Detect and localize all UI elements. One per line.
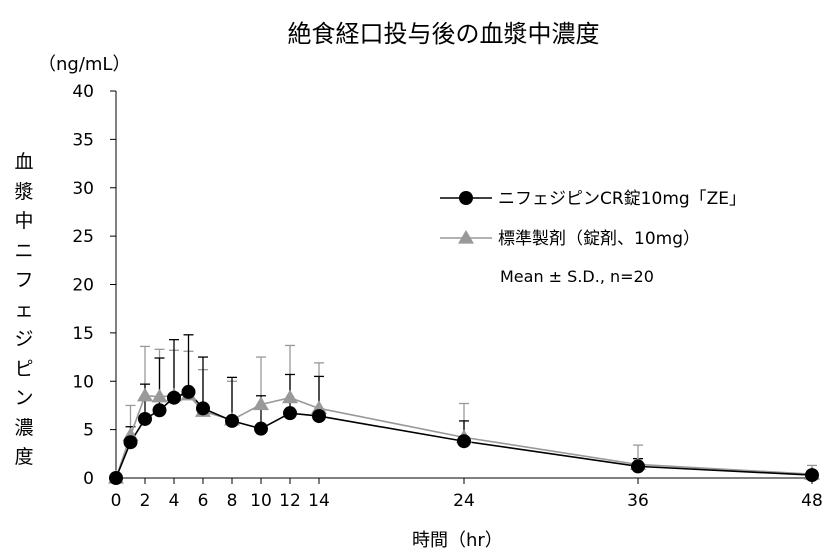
data-point xyxy=(181,384,196,399)
data-point xyxy=(312,409,326,424)
x-tick-label: 2 xyxy=(140,491,151,511)
x-tick-label: 8 xyxy=(227,491,238,511)
y-tick-label: 35 xyxy=(72,130,94,150)
x-axis-label: 時間（hr） xyxy=(412,530,503,551)
y-axis-label: 血漿中ニフェジピン濃度 xyxy=(14,151,34,468)
data-point xyxy=(225,413,239,428)
y-tick-label: 15 xyxy=(72,324,94,344)
data-point xyxy=(253,396,269,411)
x-tick-label: 48 xyxy=(801,491,823,511)
x-tick-label: 4 xyxy=(169,491,180,511)
legend-label: 標準製剤（錠剤、10mg） xyxy=(498,229,700,249)
y-tick-label: 5 xyxy=(83,421,94,441)
data-point xyxy=(138,411,152,426)
data-point xyxy=(137,387,153,402)
chart-title: 絶食経口投与後の血漿中濃度 xyxy=(287,20,600,48)
data-point xyxy=(151,388,168,403)
y-tick-label: 10 xyxy=(72,372,94,392)
legend: ニフェジピンCR錠10mg「ZE」標準製剤（錠剤、10mg） xyxy=(440,189,746,249)
data-point xyxy=(254,421,268,436)
data-point xyxy=(282,389,298,404)
y-tick-label: 25 xyxy=(72,227,94,247)
y-tick-label: 30 xyxy=(72,179,94,199)
y-tick-label: 0 xyxy=(83,469,94,489)
series-markers xyxy=(108,384,820,485)
x-tick-label: 0 xyxy=(111,491,122,511)
x-tick-label: 24 xyxy=(453,491,475,511)
x-tick-label: 6 xyxy=(198,491,209,511)
data-point xyxy=(152,403,167,418)
data-point xyxy=(167,390,181,405)
y-axis-unit: （ng/mL） xyxy=(38,54,131,75)
data-point xyxy=(123,435,138,450)
data-point xyxy=(805,468,819,483)
data-point xyxy=(458,230,474,244)
data-point xyxy=(631,459,645,474)
data-point xyxy=(196,401,210,416)
x-tick-label: 14 xyxy=(308,491,330,511)
x-tick-label: 10 xyxy=(250,491,272,511)
data-point xyxy=(109,471,123,485)
statistics-note: Mean ± S.D., n=20 xyxy=(500,267,654,286)
data-point xyxy=(283,406,297,421)
legend-label: ニフェジピンCR錠10mg「ZE」 xyxy=(498,189,746,209)
x-tick-label: 12 xyxy=(279,491,301,511)
x-tick-label: 36 xyxy=(627,491,649,511)
y-tick-label: 40 xyxy=(72,82,94,102)
data-point xyxy=(459,191,473,205)
error-bars xyxy=(125,334,817,476)
y-tick-label: 20 xyxy=(72,276,94,296)
data-point xyxy=(457,434,471,449)
